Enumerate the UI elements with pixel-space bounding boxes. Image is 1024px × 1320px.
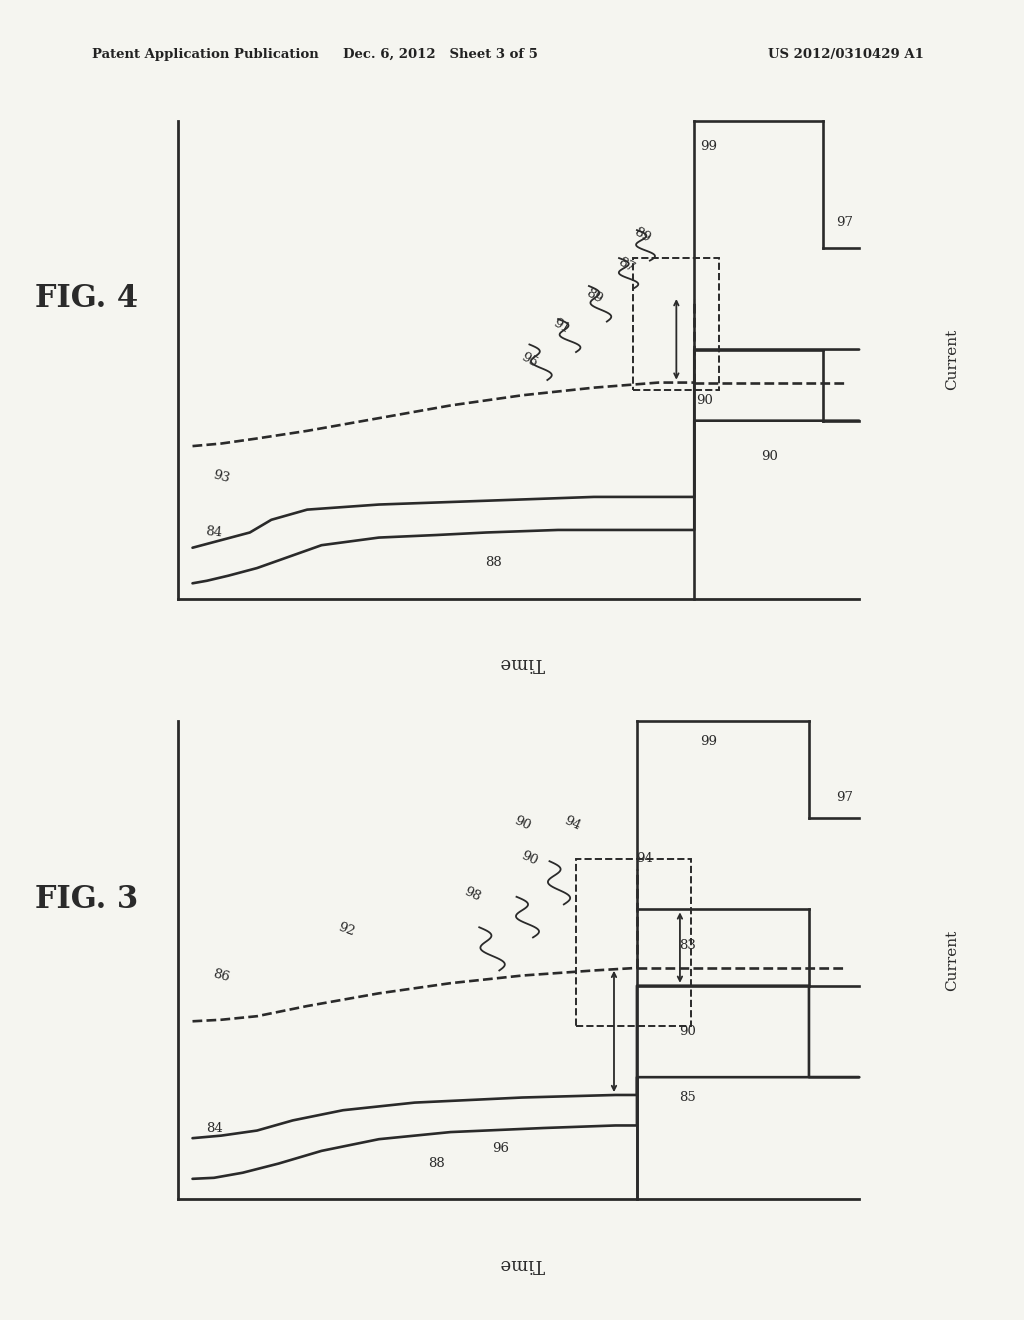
Text: Patent Application Publication: Patent Application Publication (92, 48, 318, 61)
Text: Dec. 6, 2012   Sheet 3 of 5: Dec. 6, 2012 Sheet 3 of 5 (343, 48, 538, 61)
Text: Current: Current (945, 929, 959, 991)
Text: 97: 97 (837, 791, 853, 804)
Text: 97: 97 (837, 216, 853, 228)
Bar (575, 858, 690, 1027)
Text: 94: 94 (636, 853, 652, 865)
Text: 89: 89 (584, 286, 604, 306)
Bar (633, 259, 719, 391)
Text: US 2012/0310429 A1: US 2012/0310429 A1 (768, 48, 924, 61)
Text: FIG. 4: FIG. 4 (35, 284, 138, 314)
Text: 90: 90 (761, 450, 778, 463)
Text: 92: 92 (337, 921, 356, 939)
Text: 83: 83 (679, 939, 695, 952)
Text: 96: 96 (493, 1142, 509, 1155)
Text: 88: 88 (428, 1158, 444, 1170)
Text: 90: 90 (696, 393, 714, 407)
Text: 85: 85 (679, 1092, 695, 1104)
Text: 84: 84 (206, 1122, 222, 1134)
Text: 88: 88 (485, 557, 502, 569)
Text: 87: 87 (615, 256, 637, 276)
Text: Time: Time (500, 1255, 545, 1272)
Text: Time: Time (500, 655, 545, 672)
Text: Current: Current (945, 329, 959, 391)
Text: 91: 91 (551, 317, 572, 337)
Text: 99: 99 (700, 140, 717, 153)
Text: 95: 95 (519, 350, 540, 370)
Text: 89: 89 (632, 226, 653, 246)
Text: 90: 90 (519, 849, 540, 869)
Text: 90: 90 (679, 1024, 695, 1038)
Text: 98: 98 (462, 884, 482, 904)
Text: 93: 93 (211, 469, 231, 484)
Text: 86: 86 (211, 968, 231, 983)
Text: FIG. 3: FIG. 3 (35, 884, 138, 915)
Text: 94: 94 (562, 813, 583, 833)
Text: 99: 99 (700, 735, 717, 748)
Text: 84: 84 (205, 525, 223, 540)
Text: 90: 90 (512, 813, 532, 833)
